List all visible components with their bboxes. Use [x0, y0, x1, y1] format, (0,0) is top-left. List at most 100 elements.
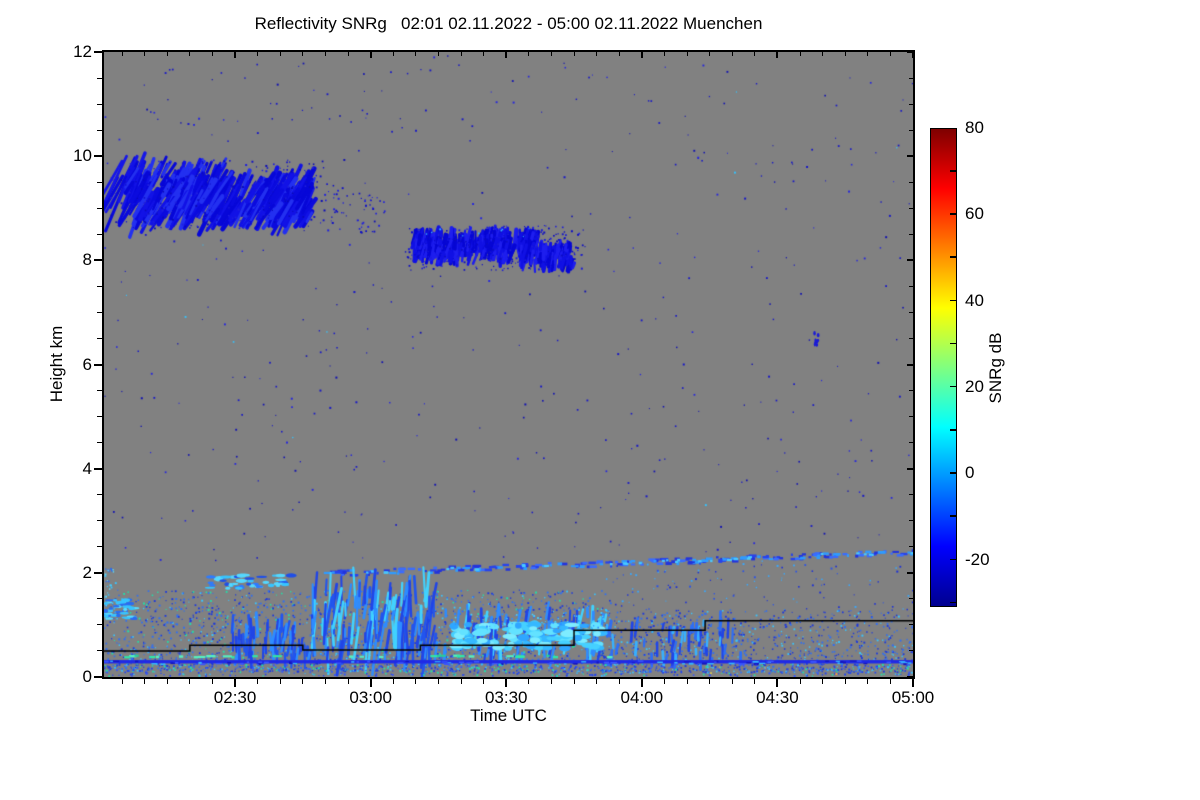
x-tick-label: 02:30 — [213, 688, 257, 707]
x-minor-tick — [347, 679, 349, 684]
x-minor-tick-top — [618, 52, 620, 56]
x-minor-tick — [166, 679, 168, 684]
y-minor-tick — [97, 520, 102, 522]
y-major-tick — [94, 259, 102, 262]
x-minor-tick — [889, 679, 891, 684]
colorbar-title: SNRg dB — [986, 332, 1005, 404]
y-minor-tick-right — [909, 77, 913, 79]
y-major-tick-right — [907, 363, 913, 366]
x-major-tick-top — [505, 52, 508, 58]
y-major-tick-right — [907, 571, 913, 574]
y-tick-label: 10 — [73, 146, 92, 166]
y-tick-label: 6 — [82, 354, 92, 374]
colorbar-tick — [950, 213, 956, 215]
x-minor-tick — [392, 679, 394, 684]
y-minor-tick — [97, 337, 102, 339]
y-tick-label: 0 — [82, 667, 92, 686]
x-major-tick — [369, 679, 372, 687]
x-minor-tick — [754, 679, 756, 684]
x-minor-tick-top — [596, 52, 598, 56]
x-minor-tick-top — [686, 52, 688, 56]
x-minor-tick — [211, 679, 213, 684]
x-axis-title: Time UTC — [470, 706, 547, 725]
y-minor-tick-right — [909, 181, 913, 183]
x-minor-tick — [324, 679, 326, 684]
y-minor-tick — [97, 233, 102, 235]
y-minor-tick — [97, 390, 102, 392]
y-minor-tick — [97, 129, 102, 131]
x-minor-tick — [618, 679, 620, 684]
x-minor-tick-top — [211, 52, 213, 56]
y-minor-tick-right — [909, 598, 913, 600]
x-tick-label: 04:30 — [756, 688, 799, 707]
y-tick-label: 4 — [82, 458, 92, 478]
colorbar-tick — [950, 256, 956, 258]
plot-area — [102, 50, 915, 679]
y-major-tick — [94, 363, 102, 366]
x-minor-tick-top — [302, 52, 304, 56]
y-minor-tick-right — [909, 390, 913, 392]
y-major-tick — [94, 571, 102, 574]
x-minor-tick-top — [189, 52, 191, 56]
x-minor-tick-top — [550, 52, 552, 56]
colorbar-tick-label: 40 — [965, 290, 984, 310]
x-minor-tick — [844, 679, 846, 684]
colorbar-tick — [950, 472, 956, 474]
x-minor-tick — [528, 679, 530, 684]
x-minor-tick — [460, 679, 462, 684]
plot-canvas — [104, 52, 913, 677]
x-major-tick-top — [912, 52, 914, 58]
y-minor-tick-right — [909, 129, 913, 131]
x-minor-tick-top — [257, 52, 259, 56]
y-minor-tick — [97, 494, 102, 496]
x-tick-label: 05:00 — [891, 688, 935, 707]
y-minor-tick-right — [909, 416, 913, 418]
y-minor-tick — [97, 624, 102, 626]
x-minor-tick-top — [754, 52, 756, 56]
y-major-tick — [94, 676, 102, 678]
colorbar-tick-label: 80 — [965, 118, 984, 137]
x-minor-tick — [279, 679, 281, 684]
y-minor-tick-right — [909, 233, 913, 235]
x-major-tick-top — [234, 52, 237, 58]
y-minor-tick — [97, 442, 102, 444]
colorbar-tick-label: 20 — [965, 376, 984, 396]
x-minor-tick — [686, 679, 688, 684]
x-minor-tick — [302, 679, 304, 684]
y-minor-tick-right — [909, 624, 913, 626]
y-minor-tick — [97, 311, 102, 313]
page-title: Reflectivity SNRg 02:01 02.11.2022 - 05:… — [254, 14, 763, 33]
y-minor-tick-right — [909, 311, 913, 313]
y-major-tick-right — [907, 259, 913, 262]
x-minor-tick-top — [166, 52, 168, 56]
x-minor-tick — [731, 679, 733, 684]
colorbar-tick-label: 0 — [965, 463, 975, 483]
colorbar-tick — [950, 558, 956, 561]
y-minor-tick-right — [909, 520, 913, 522]
x-major-tick-top — [776, 52, 779, 58]
x-minor-tick — [550, 679, 552, 684]
x-minor-tick-top — [144, 52, 146, 56]
y-minor-tick-right — [909, 546, 913, 548]
y-minor-tick — [97, 650, 102, 652]
x-minor-tick-top — [392, 52, 394, 56]
x-major-tick — [505, 679, 508, 687]
colorbar-gradient — [931, 129, 956, 606]
colorbar-tick — [950, 299, 956, 302]
x-minor-tick — [121, 679, 123, 684]
y-minor-tick-right — [909, 337, 913, 339]
x-minor-tick-top — [483, 52, 485, 56]
colorbar-tick — [950, 170, 956, 172]
y-minor-tick — [97, 181, 102, 183]
x-minor-tick-top — [347, 52, 349, 56]
x-minor-tick — [189, 679, 191, 684]
x-major-tick — [640, 679, 643, 687]
colorbar-tick — [950, 515, 956, 517]
y-major-tick — [94, 467, 102, 470]
x-minor-tick — [483, 679, 485, 684]
x-tick-label: 04:00 — [620, 688, 664, 707]
y-minor-tick — [97, 416, 102, 418]
x-minor-tick-top — [663, 52, 665, 56]
y-tick-label: 2 — [82, 562, 92, 582]
y-major-tick — [94, 51, 102, 53]
